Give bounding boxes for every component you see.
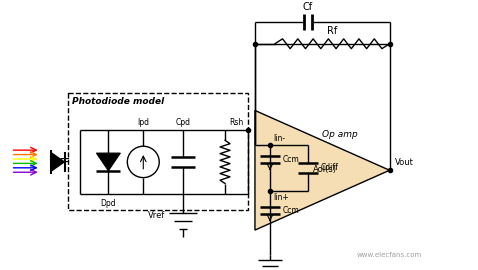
Polygon shape	[51, 152, 65, 172]
Text: Vout: Vout	[394, 158, 413, 167]
Text: Dpd: Dpd	[100, 199, 116, 208]
Text: Aol(s): Aol(s)	[313, 165, 337, 174]
Text: Cdiff: Cdiff	[321, 163, 338, 172]
Text: Op amp: Op amp	[322, 130, 358, 139]
Text: Iin+: Iin+	[273, 193, 289, 202]
Text: Ipd: Ipd	[137, 118, 149, 127]
Text: Ccm: Ccm	[283, 206, 300, 215]
Text: Cpd: Cpd	[175, 118, 191, 127]
Text: Iin-: Iin-	[273, 134, 285, 143]
Circle shape	[127, 146, 159, 178]
Text: www.elecfans.com: www.elecfans.com	[357, 252, 422, 258]
Text: Cf: Cf	[303, 2, 313, 12]
Text: Ccm: Ccm	[283, 155, 300, 164]
Text: =: =	[59, 155, 70, 169]
Polygon shape	[255, 110, 390, 230]
Text: Rf: Rf	[326, 26, 337, 36]
Text: Vref: Vref	[148, 211, 165, 220]
Bar	[68, 93, 248, 211]
Text: Rsh: Rsh	[229, 118, 243, 127]
Text: Photodiode model: Photodiode model	[73, 97, 165, 106]
Polygon shape	[97, 153, 120, 171]
